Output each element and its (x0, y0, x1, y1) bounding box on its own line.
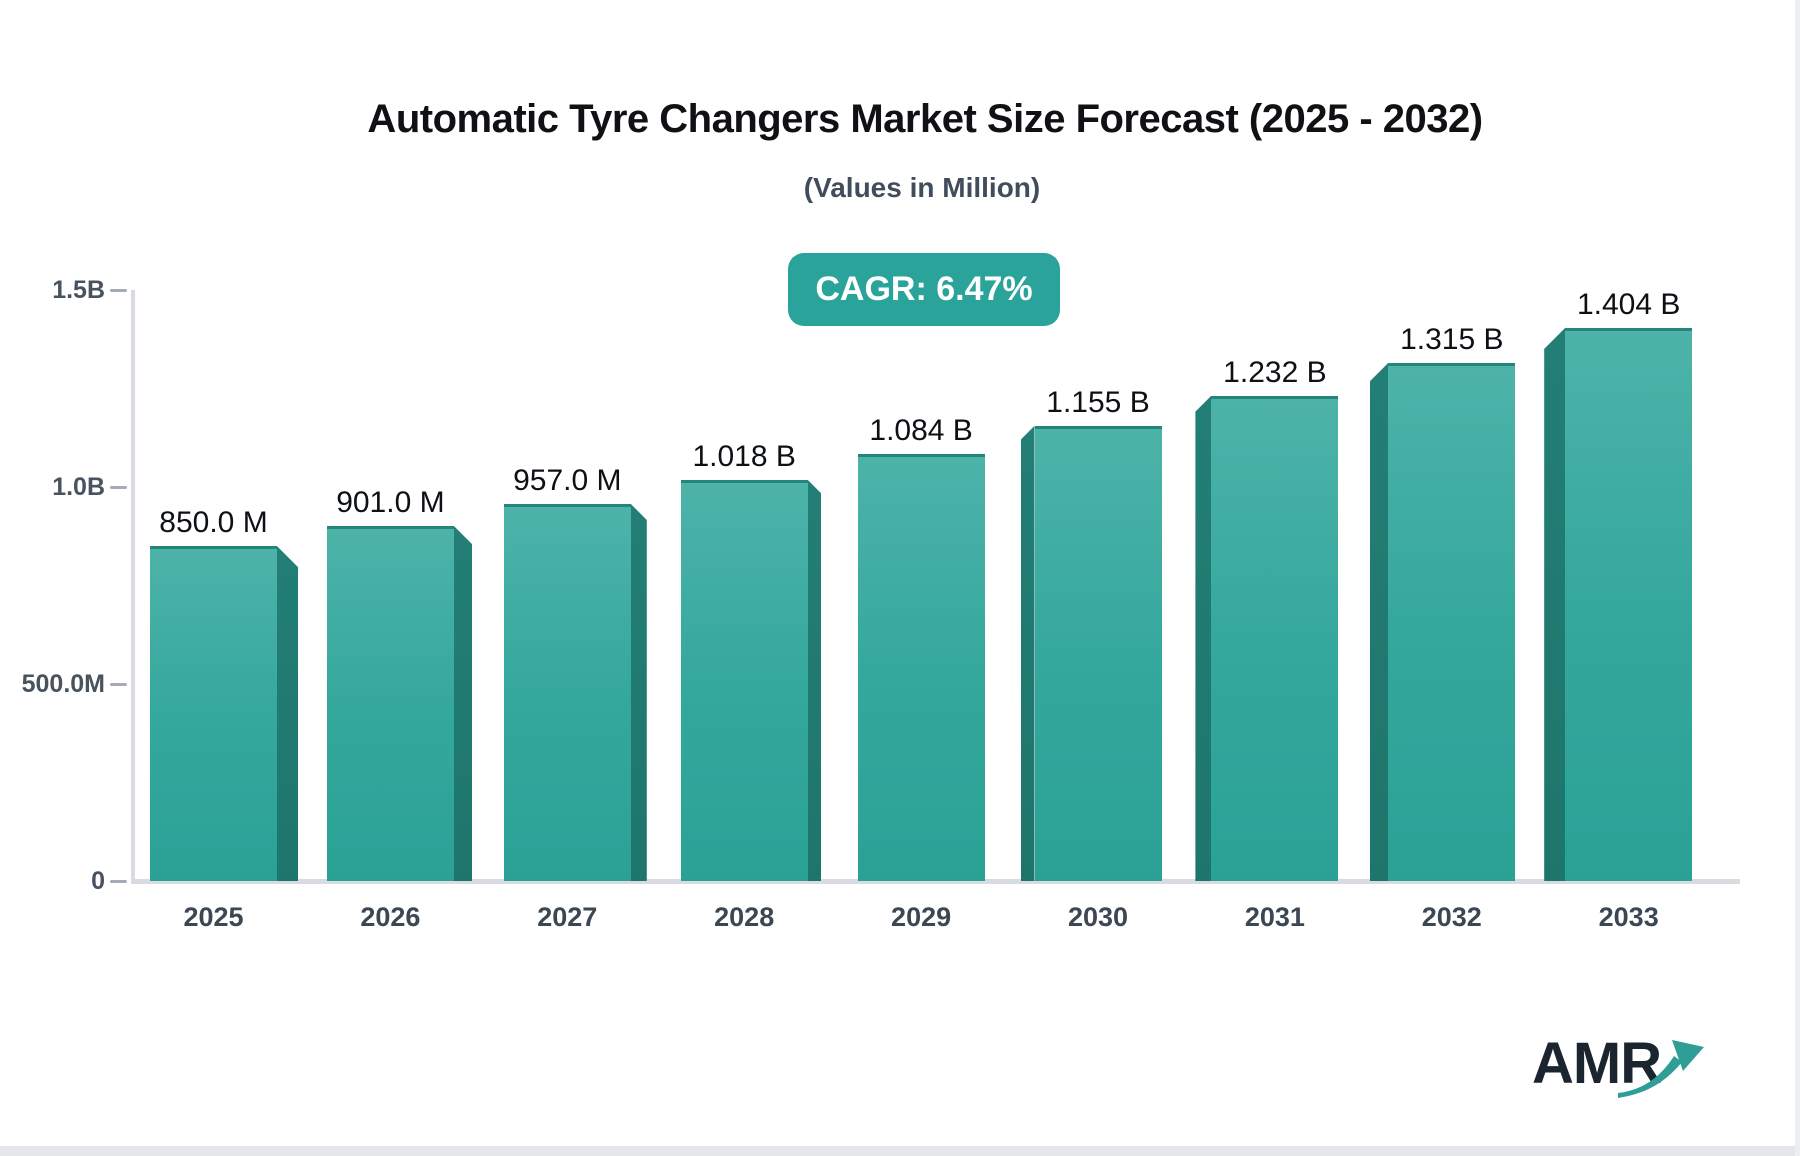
bar-value-label: 1.084 B (869, 413, 973, 447)
amr-logo-text: AMR (1532, 1031, 1662, 1096)
bar-value-label: 901.0 M (336, 486, 445, 519)
bar-2029[interactable] (857, 453, 985, 881)
bar-value-label: 1.315 B (1400, 322, 1504, 356)
bar-2032[interactable] (1388, 362, 1516, 881)
bar-side-face (630, 503, 647, 881)
page-bottom-strip (0, 1146, 1800, 1156)
bar-2025[interactable] (150, 546, 277, 881)
x-axis-label-2027: 2027 (537, 902, 598, 932)
x-axis-label-2032: 2032 (1421, 902, 1482, 932)
y-axis-tick-label: 0 (91, 867, 105, 895)
x-axis-label-2026: 2026 (360, 902, 421, 932)
y-axis-tick-label: 500.0M (21, 670, 105, 698)
bar-side-face (277, 546, 298, 881)
y-axis-tick-label: 1.5B (52, 276, 105, 304)
bar-side-face (1544, 327, 1566, 881)
bar-value-label: 1.232 B (1223, 355, 1327, 389)
bar-2033[interactable] (1565, 327, 1693, 881)
y-axis-tick-label: 1.0B (52, 473, 105, 501)
bar-value-label: 1.018 B (692, 439, 796, 473)
bar-side-face (1369, 362, 1389, 881)
bar-side-face (807, 479, 822, 881)
bar-2026[interactable] (326, 526, 454, 881)
cagr-badge-label: CAGR: 6.47% (815, 270, 1033, 308)
chart-subtitle: (Values in Million) (803, 172, 1041, 203)
x-axis-label-2030: 2030 (1067, 902, 1129, 932)
growth-arrow-icon (1618, 1040, 1704, 1098)
y-axis-tick-mark (110, 288, 127, 292)
y-axis-line (131, 290, 135, 884)
x-axis-label-2028: 2028 (714, 902, 775, 932)
amr-logo: AMR (1532, 1030, 1712, 1110)
x-axis-baseline (131, 879, 1740, 884)
x-axis-label-2033: 2033 (1598, 902, 1659, 932)
bar-side-face (1021, 425, 1035, 881)
bar-value-label: 957.0 M (513, 463, 622, 497)
x-axis-label-2029: 2029 (891, 902, 952, 932)
y-axis-tick-mark (110, 879, 127, 883)
bar-2030[interactable] (1034, 425, 1162, 881)
x-axis-label-2031: 2031 (1244, 902, 1305, 932)
bar-side-face (453, 526, 473, 881)
page-right-strip (1795, 0, 1800, 1156)
bar-value-label: 1.155 B (1046, 385, 1150, 419)
cagr-badge: CAGR: 6.47% (788, 253, 1060, 326)
bar-2031[interactable] (1211, 395, 1339, 881)
bar-value-label: 1.404 B (1576, 287, 1681, 321)
chart-title: Automatic Tyre Changers Market Size Fore… (367, 97, 1483, 141)
bar-side-face (1195, 395, 1212, 881)
y-axis-tick-mark (110, 485, 127, 489)
bar-2028[interactable] (680, 479, 808, 881)
bar-2027[interactable] (503, 503, 631, 881)
y-axis-tick-mark (110, 682, 127, 686)
x-axis-label-2025: 2025 (183, 902, 244, 932)
bar-value-label: 850.0 M (159, 506, 268, 540)
